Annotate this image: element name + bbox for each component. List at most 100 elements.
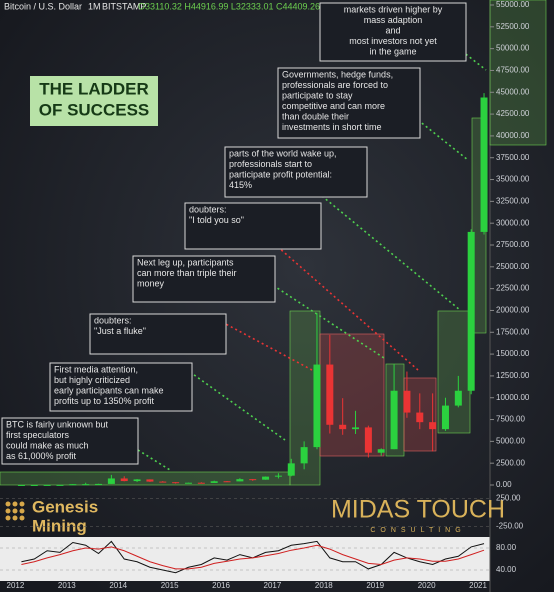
- candle-body: [429, 422, 437, 430]
- y-tick-label: 15000.00: [496, 349, 530, 358]
- annotation-text: BTC is fairly unknown but: [6, 419, 109, 429]
- x-tick-label: 2021: [469, 581, 487, 590]
- annotation-text: but highly criticized: [54, 375, 130, 385]
- annotation-text: money: [137, 278, 165, 288]
- annotation-text: as 61,000% profit: [6, 451, 77, 461]
- annotation: parts of the world wake up,professionals…: [224, 146, 368, 198]
- x-tick-label: 2014: [109, 581, 127, 590]
- candle-body: [69, 484, 77, 486]
- annotation-text: participate to stay: [282, 90, 353, 100]
- candle-body: [184, 482, 192, 484]
- annotation-box: [184, 202, 322, 250]
- y-tick-label: 50000.00: [496, 44, 530, 53]
- x-tick-label: 2013: [58, 581, 76, 590]
- candle-body: [313, 364, 321, 448]
- candle-body: [390, 390, 398, 450]
- y-tick-label: 7500.00: [496, 415, 525, 424]
- logo-text: Mining: [32, 516, 87, 535]
- annotation-box: [277, 67, 421, 139]
- candle-body: [274, 475, 282, 477]
- candle-body: [95, 483, 103, 485]
- x-tick-label: 2020: [418, 581, 436, 590]
- x-tick-label: 2012: [7, 581, 25, 590]
- x-tick-label: 2018: [315, 581, 333, 590]
- header-symbol: Bitcoin / U.S. Dollar: [4, 1, 82, 11]
- candle-body: [146, 479, 154, 482]
- candle-body: [480, 97, 488, 232]
- y-tick-label: 25000.00: [496, 262, 530, 271]
- candle-body: [262, 476, 270, 480]
- annotation-text: first speculators: [6, 430, 70, 440]
- title-box: [30, 76, 158, 126]
- candle-body: [236, 479, 244, 482]
- candle-body: [210, 481, 218, 483]
- candle-body: [454, 390, 462, 406]
- title-line: OF SUCCESS: [39, 100, 150, 119]
- annotation-text: doubters:: [189, 204, 227, 214]
- annotation-box: [224, 146, 368, 198]
- y-tick-label: 42500.00: [496, 109, 530, 118]
- genesis-logo: Genesis Mining: [5, 497, 98, 535]
- annotation-box: [319, 2, 467, 62]
- candle-body: [377, 449, 385, 453]
- annotation-text: in the game: [369, 46, 416, 56]
- annotation: First media attention,but highly critici…: [49, 362, 193, 412]
- annotation-box: [89, 313, 227, 355]
- y-tick-label: 30000.00: [496, 218, 530, 227]
- annotation-text: Governments, hedge funds,: [282, 69, 393, 79]
- annotation-text: and: [385, 25, 400, 35]
- candle-body: [82, 484, 90, 486]
- candle-body: [56, 484, 64, 486]
- candle-body: [467, 231, 475, 391]
- logo-text: CONSULTING: [370, 527, 465, 534]
- candle-body: [339, 424, 347, 430]
- annotation-text: doubters:: [94, 315, 132, 325]
- annotation-box: [1, 417, 139, 465]
- oscillator-line: [21, 544, 485, 570]
- annotation-text: participate profit potential:: [229, 169, 332, 179]
- candle-body: [30, 484, 38, 486]
- y-tick-label: 27500.00: [496, 240, 530, 249]
- header-exchange: BITSTAMP: [102, 1, 146, 11]
- candle-body: [364, 427, 372, 453]
- y-tick-label: 5000.00: [496, 436, 525, 445]
- candle-body: [43, 484, 51, 486]
- x-tick-label: 2017: [264, 581, 282, 590]
- candle-body: [223, 481, 231, 483]
- annotation-text: than double their: [282, 111, 349, 121]
- y-tick-label: 10000.00: [496, 393, 530, 402]
- y-tick-label: 52500.00: [496, 22, 530, 31]
- annotation: doubters:"Just a fluke": [89, 313, 227, 355]
- annotation-text: parts of the world wake up,: [229, 148, 337, 158]
- annotation-text: investments in short time: [282, 122, 382, 132]
- logo-text: MIDAS TOUCH: [331, 496, 505, 524]
- candle-body: [17, 484, 25, 486]
- y-tick-label: 22500.00: [496, 284, 530, 293]
- logo-text: Genesis: [32, 497, 98, 516]
- annotation-text: First media attention,: [54, 364, 138, 374]
- annotation-text: could make as much: [6, 440, 89, 450]
- annotation: Governments, hedge funds,professionals a…: [277, 67, 421, 139]
- annotation-text: professionals are forced to: [282, 80, 388, 90]
- annotation-text: mass adaption: [364, 15, 423, 25]
- header-ohlc: O33110.32 H44916.99 L32333.01 C44409.26: [138, 1, 320, 11]
- annotation-box: [132, 255, 276, 303]
- candle-body: [326, 364, 334, 425]
- candle-body: [300, 447, 308, 464]
- candle-body: [287, 463, 295, 476]
- candle-body: [172, 482, 180, 484]
- y-tick-label: 47500.00: [496, 66, 530, 75]
- title-line: THE LADDER: [39, 79, 149, 98]
- candle-body: [249, 479, 257, 481]
- annotation-text: markets driven higher by: [344, 4, 443, 14]
- y-tick-label: 32500.00: [496, 196, 530, 205]
- candle-body: [159, 481, 167, 483]
- y-tick-label: 250.00: [496, 494, 521, 503]
- candle-body: [403, 390, 411, 413]
- annotation-box: [49, 362, 193, 412]
- header-interval: 1M: [88, 1, 101, 11]
- y-tick-label: 40.00: [496, 565, 517, 574]
